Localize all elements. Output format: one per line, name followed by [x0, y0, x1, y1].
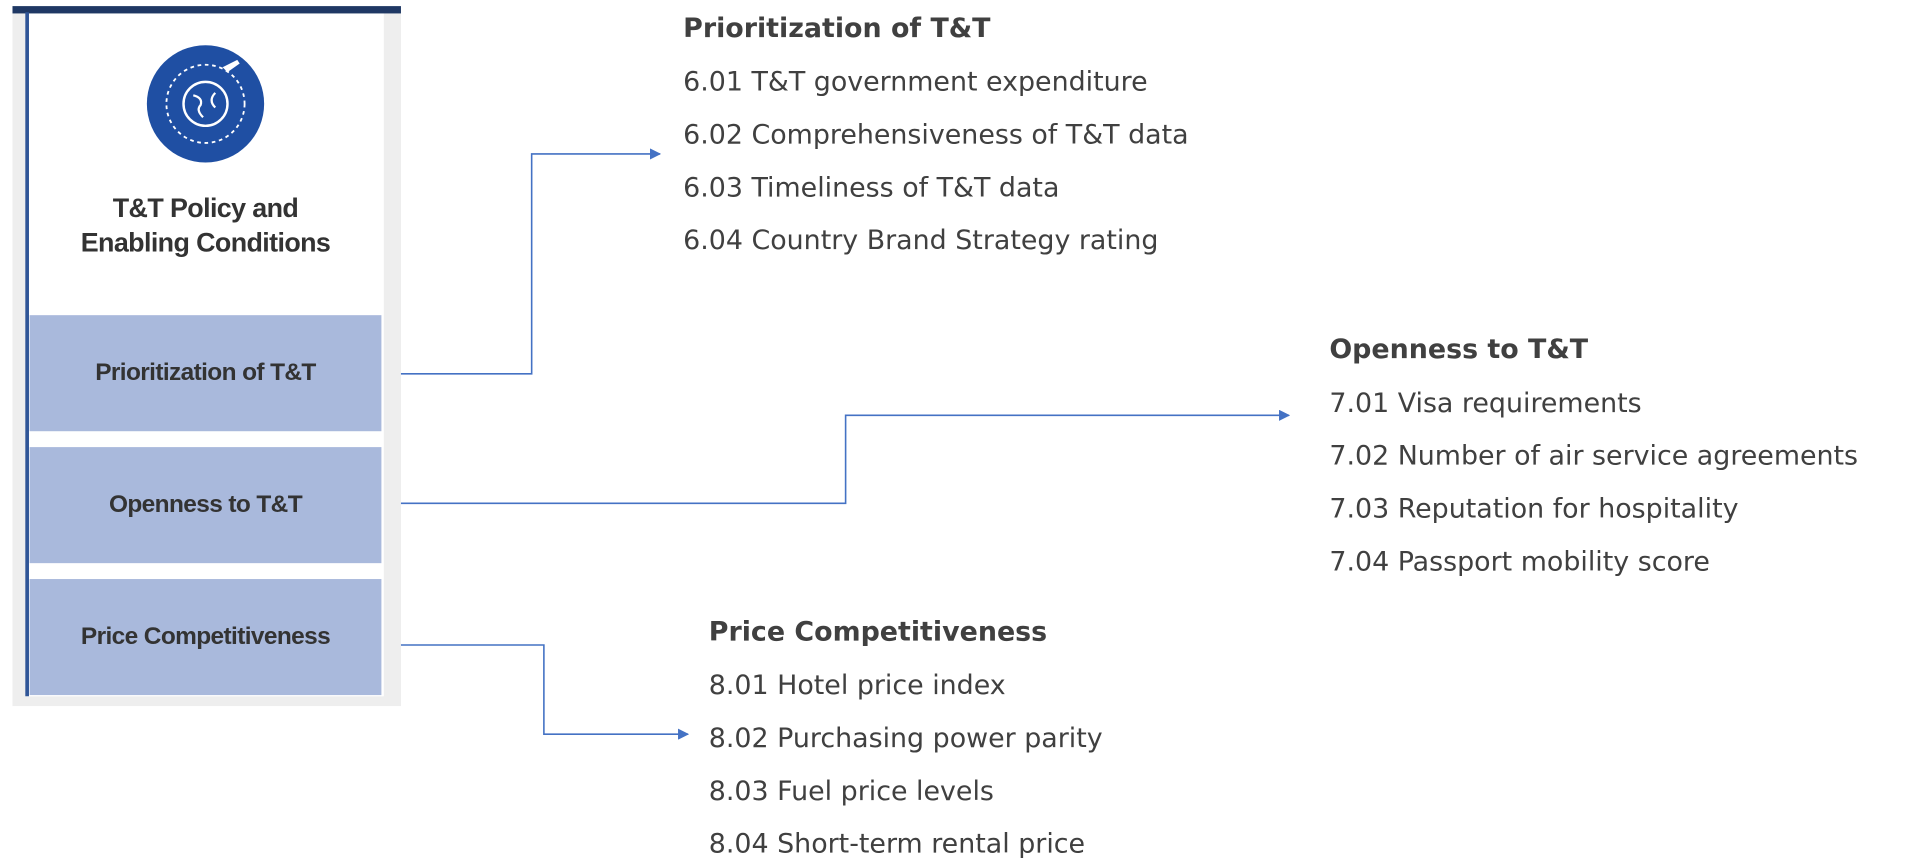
- group-item: 6.03 Timeliness of T&T data: [683, 172, 1059, 203]
- group-item: 8.04 Short-term rental price: [709, 829, 1085, 860]
- group-heading: Price Competitiveness: [709, 616, 1047, 647]
- group-item: 6.02 Comprehensiveness of T&T data: [683, 119, 1188, 150]
- group-item: 6.04 Country Brand Strategy rating: [683, 225, 1158, 256]
- connector: [400, 644, 690, 740]
- group-item: 7.04 Passport mobility score: [1329, 547, 1710, 578]
- section-label: Openness to T&T: [109, 491, 303, 518]
- panel-top-bar: [12, 6, 401, 14]
- group-item: 7.03 Reputation for hospitality: [1329, 494, 1738, 525]
- connector: [400, 409, 1291, 505]
- connector: [400, 148, 662, 375]
- panel-title: Enabling Conditions: [81, 227, 331, 257]
- group-heading: Prioritization of T&T: [683, 13, 991, 44]
- group-item: 6.01 T&T government expenditure: [683, 67, 1148, 98]
- icon: [146, 45, 265, 163]
- group-item: 7.02 Number of air service agreements: [1329, 441, 1858, 472]
- group-item: 8.01 Hotel price index: [709, 670, 1006, 701]
- group-heading: Openness to T&T: [1329, 334, 1588, 365]
- section-label: Price Competitiveness: [81, 623, 330, 650]
- section-box: [29, 315, 382, 432]
- panel-title: T&T Policy and: [113, 193, 298, 223]
- section-box: [29, 447, 382, 564]
- group-item: 8.03 Fuel price levels: [709, 776, 994, 807]
- group-item: 7.01 Visa requirements: [1329, 388, 1641, 419]
- section-box: [29, 579, 382, 696]
- group-item: 8.02 Purchasing power parity: [709, 723, 1103, 754]
- section-label: Prioritization of T&T: [95, 359, 316, 386]
